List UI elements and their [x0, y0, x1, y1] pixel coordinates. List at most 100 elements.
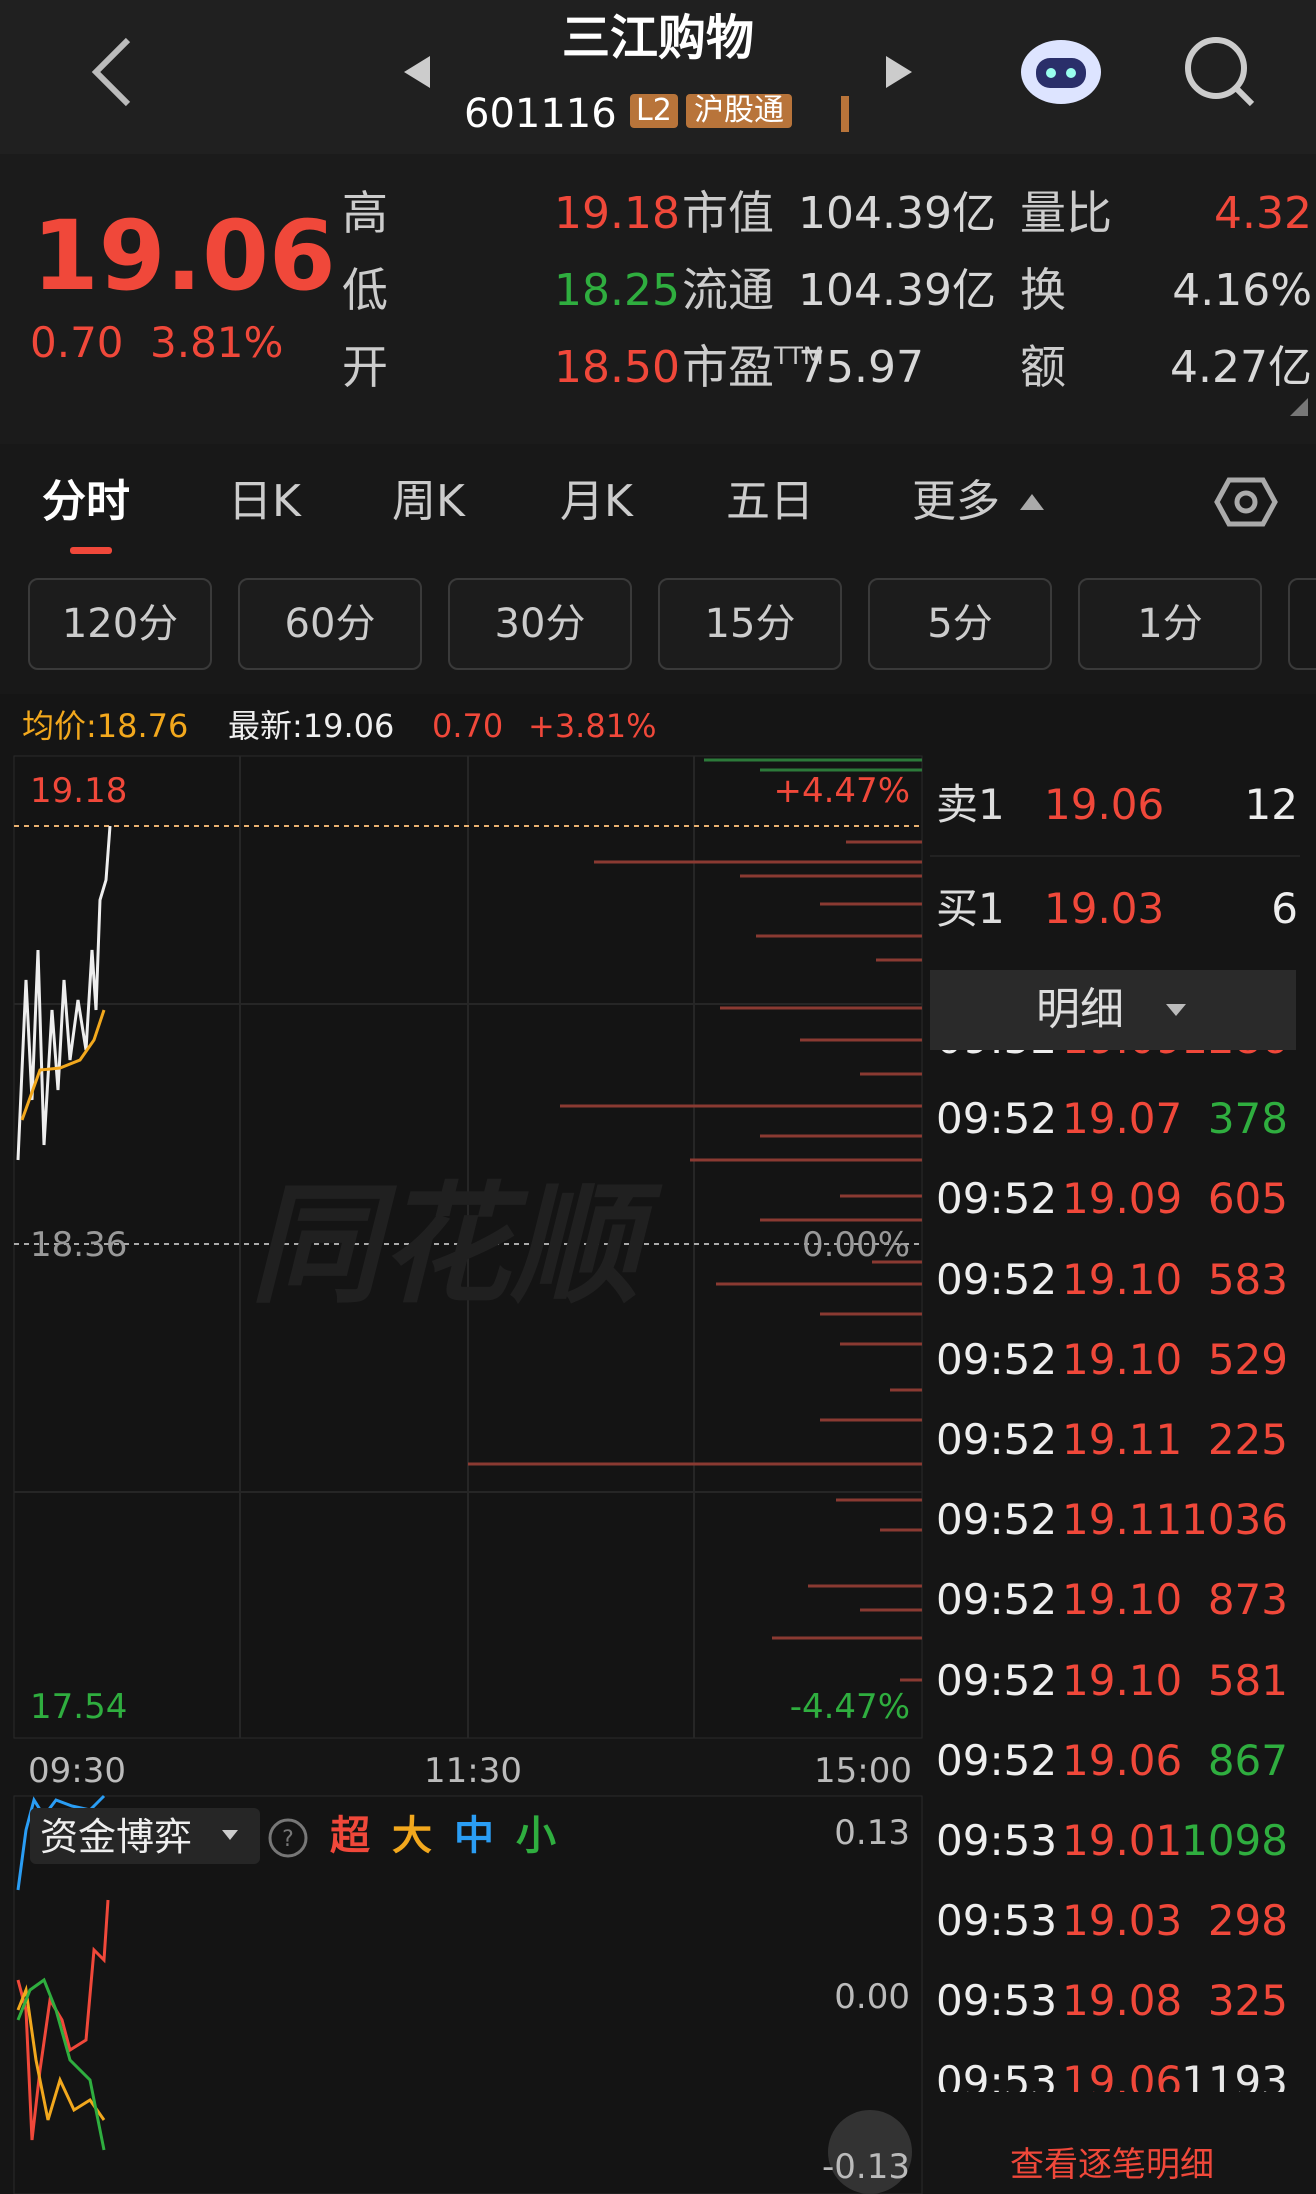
fund-large-line: [16, 1984, 106, 2121]
price: 19.06: [32, 200, 336, 312]
fund-title: 资金博弈: [40, 1815, 193, 1859]
low-label: 17.54: [30, 1687, 128, 1727]
quote-panel: [0, 154, 1316, 444]
interval-button[interactable]: 60分: [238, 578, 422, 670]
trade-volume: 867: [1207, 1735, 1288, 1785]
trade-time: 09:52: [936, 1094, 1058, 1144]
fund-dropdown[interactable]: [30, 1808, 260, 1864]
legend-item: 中: [454, 1813, 494, 1859]
avg-price: 均价:18.76: [22, 707, 189, 745]
expand-button[interactable]: [828, 2110, 912, 2194]
robot-icon[interactable]: [1021, 40, 1101, 104]
stat-value: 104.39亿: [798, 265, 996, 316]
trade-list: 09:5219.09128609:5219.0737809:5219.09605…: [930, 1050, 1300, 2092]
stat-label: 额: [1020, 340, 1066, 394]
trade-price: 19.08: [1062, 1976, 1183, 2026]
tab[interactable]: 分时: [42, 476, 130, 527]
mid-label: 18.36: [30, 1225, 128, 1265]
trade-price: 19.03: [1062, 1896, 1183, 1946]
prev-icon[interactable]: [404, 56, 430, 88]
trade-time: 09:53: [936, 1816, 1058, 1865]
help-mark: ?: [282, 1827, 294, 1852]
interval-button[interactable]: 1分: [1078, 578, 1262, 670]
next-icon[interactable]: [886, 56, 912, 88]
fund-axis: 0.13: [834, 1813, 910, 1853]
trade-time: 09:52: [936, 1050, 1057, 1060]
trade-price: 19.07: [1062, 1094, 1183, 1144]
trade-volume: 873: [1207, 1575, 1288, 1625]
stat-label: 开: [342, 340, 388, 394]
trade-volume: 583: [1207, 1254, 1288, 1304]
time-label: 11:30: [424, 1751, 522, 1791]
ask-label: 卖1: [936, 780, 1005, 829]
stat-value: 104.39亿: [798, 188, 996, 239]
details-header[interactable]: [930, 970, 1296, 1050]
marker: [841, 96, 849, 132]
interval-button[interactable]: 15分: [658, 578, 842, 670]
trade-time: 09:52: [936, 1495, 1058, 1545]
change: 0.70: [30, 318, 124, 367]
bid-volume: 6: [1271, 884, 1298, 933]
tab[interactable]: 周K: [392, 476, 465, 527]
trade-time: 09:52: [936, 1655, 1058, 1705]
stat-value: 4.27亿: [1170, 342, 1312, 393]
back-icon[interactable]: [91, 37, 131, 107]
trade-time: 09:52: [936, 1575, 1058, 1625]
interval-button[interactable]: 30分: [448, 578, 632, 670]
trade-time: 09:53: [936, 1896, 1058, 1946]
tab-underline: [70, 547, 112, 554]
ask-price: 19.06: [1044, 780, 1165, 829]
interval-button[interactable]: 5分: [868, 578, 1052, 670]
interval-button[interactable]: 120分: [28, 578, 212, 670]
mid-pct: 0.00%: [801, 1225, 910, 1265]
details-footer[interactable]: 查看逐笔明细: [1010, 2145, 1214, 2185]
tab[interactable]: 月K: [560, 476, 633, 527]
price-line: [16, 825, 112, 1161]
trade-price: 19.01: [1062, 1816, 1183, 1865]
trade-time: 09:53: [936, 1976, 1058, 2026]
avg-line: [20, 1009, 106, 1121]
stat-label-sup: TTM: [774, 342, 824, 370]
stat-value: 4.16%: [1172, 265, 1312, 316]
trade-price: 19.10: [1062, 1575, 1183, 1625]
legend-item: 超: [330, 1813, 370, 1859]
ask-volume: 12: [1244, 780, 1298, 829]
change-pct: 3.81%: [150, 318, 284, 367]
trade-time: 09:53: [936, 2056, 1058, 2092]
more-arrow: [1020, 494, 1044, 510]
stat-value: 19.18: [554, 188, 680, 239]
trade-time: 09:52: [936, 1334, 1058, 1384]
level-badge: L2: [630, 94, 678, 128]
summary-change: 0.70: [432, 707, 504, 745]
help-icon[interactable]: [268, 1818, 308, 1858]
latest-price: 最新:19.06: [228, 707, 395, 745]
summary-pct: +3.81%: [528, 707, 657, 745]
trade-volume: 605: [1207, 1174, 1288, 1224]
tab[interactable]: 日K: [228, 476, 301, 527]
details-arrow: [1166, 1004, 1186, 1016]
trade-price: 19.06: [1062, 1735, 1183, 1785]
details-title: 明细: [1036, 984, 1124, 1035]
tab[interactable]: 五日: [726, 476, 814, 527]
stat-value: 75.97: [798, 342, 924, 393]
low-pct: -4.47%: [789, 1687, 910, 1727]
trade-volume: 1036: [1181, 1495, 1288, 1545]
trade-volume: 529: [1207, 1334, 1288, 1384]
stat-label: 流通: [682, 263, 774, 317]
trade-time: 09:52: [936, 1735, 1058, 1785]
trade-time: 09:52: [936, 1174, 1058, 1224]
corner: [1290, 398, 1308, 416]
interval-button[interactable]: [1288, 578, 1316, 670]
trade-volume: 325: [1207, 1976, 1288, 2026]
legend-item: 小: [516, 1813, 556, 1859]
stat-label: 低: [342, 263, 388, 317]
search-icon[interactable]: [1185, 37, 1255, 107]
high-pct: +4.47%: [773, 771, 911, 811]
chart-grid: [14, 756, 922, 1738]
trade-volume: 1193: [1181, 2056, 1288, 2092]
tab[interactable]: 更多: [912, 476, 1000, 527]
settings-icon[interactable]: [1212, 477, 1278, 528]
bid-label: 买1: [936, 884, 1005, 933]
fund-axis: 0.00: [834, 1977, 910, 2017]
